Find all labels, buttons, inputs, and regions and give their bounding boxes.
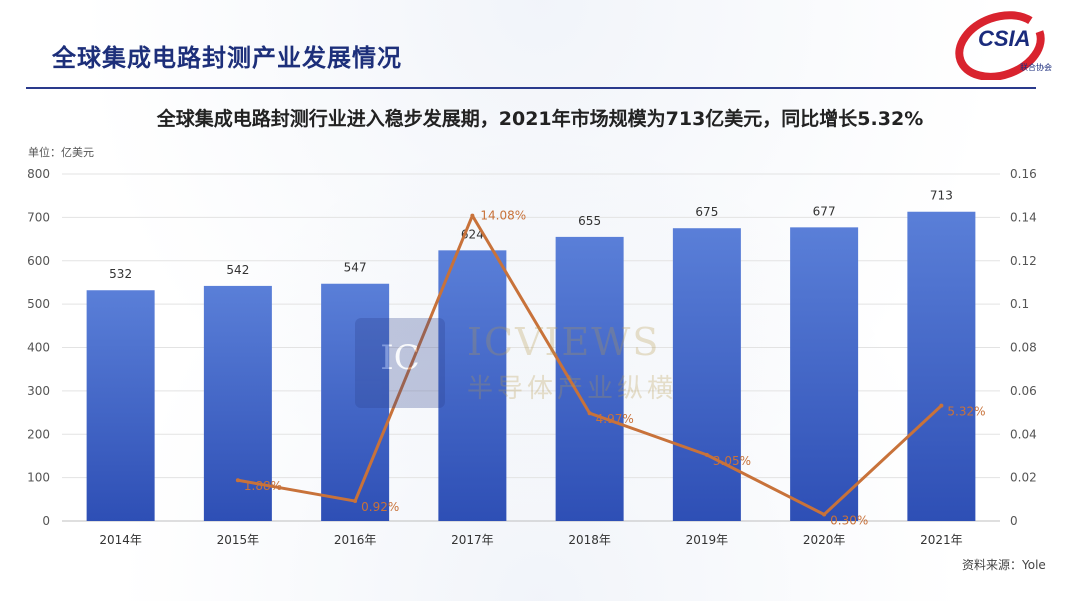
growth-point: [704, 452, 709, 457]
unit-label: 单位：亿美元: [28, 146, 94, 159]
bar-value-label: 532: [109, 267, 132, 281]
growth-value-label: 3.05%: [713, 454, 751, 468]
chart-subtitle: 全球集成电路封测行业进入稳步发展期，2021年市场规模为713亿美元，同比增长5…: [156, 108, 924, 130]
right-axis-ticks: 0 0.02 0.04 0.06 0.08 0.1 0.12 0.14 0.16: [1010, 167, 1037, 528]
left-tick-label: 800: [27, 167, 50, 181]
bar: [907, 211, 976, 521]
category-label: 2017年: [451, 533, 494, 547]
growth-value-label: 14.08%: [480, 209, 526, 223]
left-tick-label: 500: [27, 297, 50, 311]
left-tick-label: 300: [27, 384, 50, 398]
growth-value-label: 0.92%: [361, 500, 399, 514]
bar: [438, 250, 507, 521]
left-tick-label: 600: [27, 254, 50, 268]
left-tick-label: 0: [42, 514, 50, 528]
bar-value-label: 713: [930, 189, 953, 203]
right-tick-label: 0.08: [1010, 341, 1037, 355]
page-title: 全球集成电路封测产业发展情况: [52, 44, 402, 72]
growth-point: [587, 411, 592, 416]
csia-logo-icon: [955, 11, 1045, 80]
category-label: 2021年: [920, 533, 963, 547]
source-note: 资料来源：Yole: [962, 558, 1046, 572]
left-tick-label: 200: [27, 427, 50, 441]
bar-value-label: 677: [813, 204, 836, 218]
left-tick-label: 100: [27, 471, 50, 485]
bar: [321, 283, 390, 521]
right-tick-label: 0.12: [1010, 254, 1037, 268]
left-tick-label: 700: [27, 210, 50, 224]
growth-point: [470, 213, 475, 218]
growth-point: [822, 512, 827, 517]
right-tick-label: 0.16: [1010, 167, 1037, 181]
bar: [672, 228, 741, 521]
category-label: 2019年: [686, 533, 729, 547]
category-label: 2018年: [568, 533, 611, 547]
bar: [86, 290, 155, 521]
growth-point: [353, 499, 358, 504]
category-label: 2014年: [99, 533, 142, 547]
bar-value-label: 655: [578, 214, 601, 228]
growth-value-label: 1.88%: [244, 479, 282, 493]
growth-point: [939, 403, 944, 408]
left-tick-label: 400: [27, 341, 50, 355]
bar-value-label: 547: [344, 261, 367, 275]
bar: [555, 236, 624, 522]
right-tick-label: 0.1: [1010, 297, 1029, 311]
growth-value-label: 4.97%: [596, 412, 634, 426]
category-label: 2016年: [334, 533, 377, 547]
category-label: 2020年: [803, 533, 846, 547]
bar-value-label: 542: [226, 263, 249, 277]
bar-series: [86, 211, 976, 522]
growth-value-label: 0.30%: [830, 513, 868, 527]
logo-text: CSIA: [978, 26, 1031, 51]
growth-line-series: [235, 213, 944, 517]
bar: [790, 227, 859, 521]
growth-value-label: 5.32%: [947, 405, 985, 419]
bar-value-label: 675: [695, 205, 718, 219]
left-axis-ticks: 0 100 200 300 400 500 600 700 800: [27, 167, 50, 528]
title-divider: [26, 87, 1036, 89]
right-tick-label: 0: [1010, 514, 1018, 528]
category-axis-labels: 2014年 2015年 2016年 2017年 2018年 2019年 2020年 2021年: [99, 533, 962, 547]
right-tick-label: 0.14: [1010, 210, 1037, 224]
right-tick-label: 0.02: [1010, 471, 1037, 485]
right-tick-label: 0.04: [1010, 427, 1037, 441]
grid-lines: [62, 173, 1000, 522]
growth-value-labels: 1.88% 0.92% 14.08% 4.97% 3.05% 0.30% 5.32%: [244, 209, 986, 528]
logo-subtext: 联合协会: [1020, 63, 1052, 72]
growth-point: [235, 478, 240, 483]
right-tick-label: 0.06: [1010, 384, 1037, 398]
category-label: 2015年: [217, 533, 260, 547]
